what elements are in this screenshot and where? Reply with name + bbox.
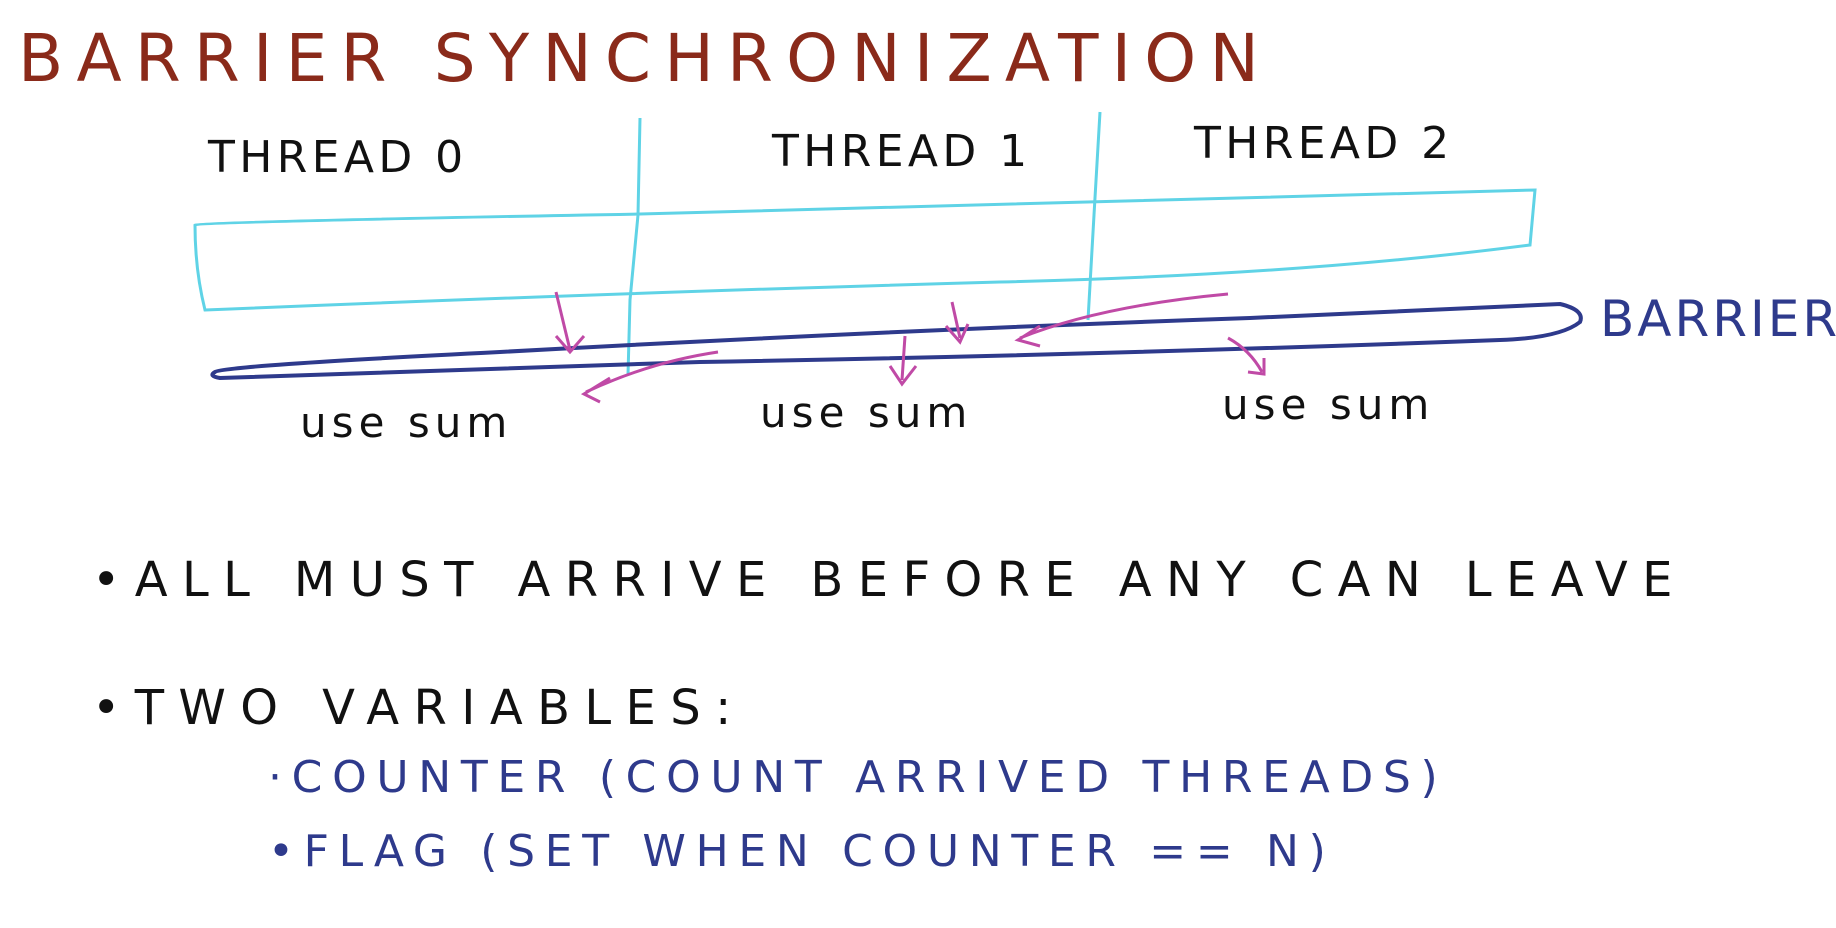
barrier-label: BARRIER <box>1600 290 1836 348</box>
use-sum-thread-1: use sum <box>760 388 973 437</box>
arrow-thread0-arrive <box>554 291 586 355</box>
page-title: BARRIER SYNCHRONIZATION <box>18 20 1273 97</box>
bullet-all-must-arrive: •ALL MUST ARRIVE BEFORE ANY CAN LEAVE <box>92 552 1687 608</box>
arrow-thread1-arrive-b <box>888 335 918 387</box>
thread-2-label: THREAD 2 <box>1194 118 1454 169</box>
arrival-arrows <box>554 291 1266 404</box>
thread-1-label: THREAD 1 <box>772 126 1032 177</box>
barrier-line <box>210 301 1583 381</box>
thread-divider-1 <box>626 117 642 376</box>
sub-bullet-counter: ·COUNTER (COUNT ARRIVED THREADS) <box>268 752 1448 803</box>
arrow-thread2-leave <box>1227 336 1266 376</box>
arrow-thread0-leave <box>580 350 719 404</box>
use-sum-thread-0: use sum <box>300 398 513 447</box>
sub-bullet-flag: •FLAG (SET WHEN COUNTER == N) <box>268 826 1336 877</box>
arrow-thread1-arrive-a <box>944 301 970 345</box>
bullet-two-variables: •TWO VARIABLES: <box>92 680 746 736</box>
arrow-thread1-leave <box>1014 292 1229 348</box>
use-sum-thread-2: use sum <box>1222 380 1435 429</box>
thread-divider-2 <box>1086 111 1102 321</box>
thread-region-box <box>193 188 1537 312</box>
thread-0-label: THREAD 0 <box>208 132 468 183</box>
